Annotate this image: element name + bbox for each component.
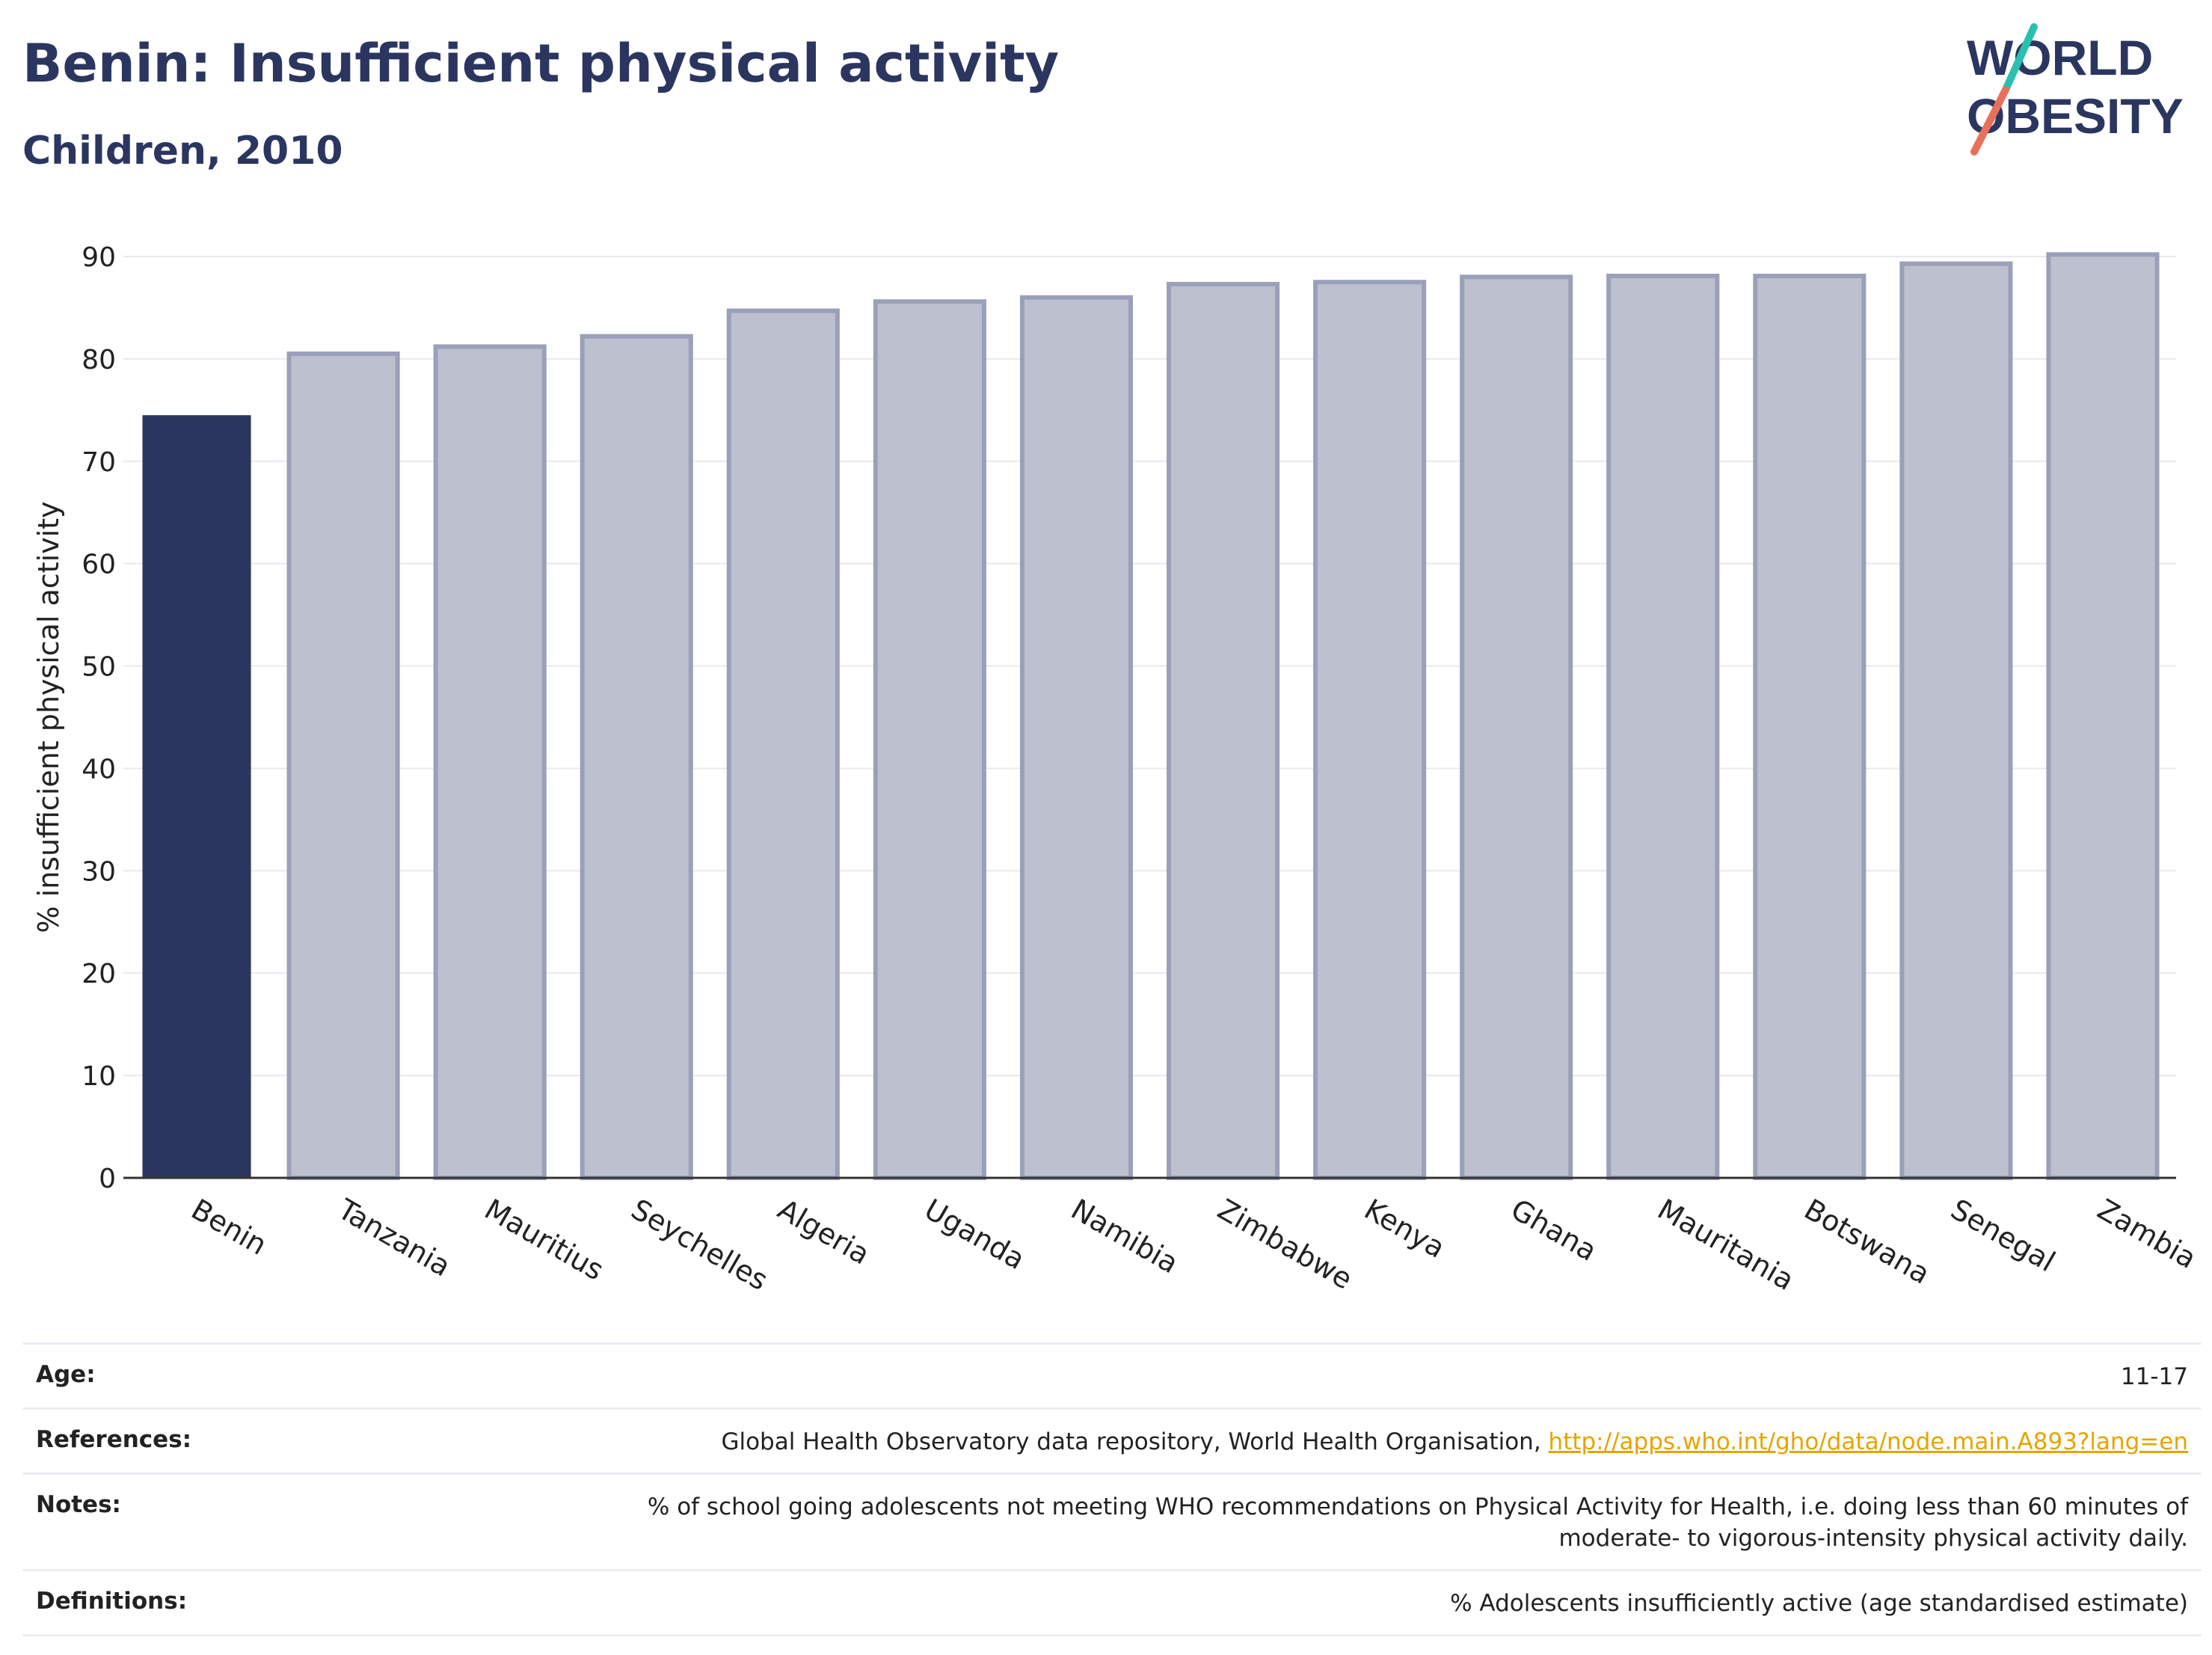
y-tick-label: 30 [82,856,116,887]
age-value: 11-17 [2120,1363,2188,1390]
notes-value: % of school going adolescents not meetin… [648,1491,2188,1554]
x-tick-label: Seychelles [626,1193,773,1297]
x-tick-label: Algeria [772,1193,876,1271]
bar-algeria [726,308,840,1180]
bar-seychelles [580,334,693,1181]
x-tick-label: Zambia [2092,1193,2202,1275]
y-tick-label: 80 [82,345,116,375]
info-row-definitions: Definitions: % Adolescents insufficientl… [22,1569,2202,1636]
references-link[interactable]: http://apps.who.int/gho/data/node.main.A… [1548,1428,2188,1455]
bar-ghana [1460,274,1573,1180]
x-tick-label: Namibia [1066,1193,1184,1280]
x-tick-label: Senegal [1945,1193,2060,1279]
definitions-label: Definitions: [36,1588,188,1615]
bar-benin [142,415,251,1178]
bar-mauritania [1606,274,1720,1180]
notes-label: Notes: [36,1491,121,1518]
age-label: Age: [36,1361,96,1388]
bars [142,252,2160,1181]
info-row-references: References: Global Health Observatory da… [22,1407,2202,1473]
x-tick-label: Mauritania [1652,1193,1799,1297]
x-tick-label: Ghana [1505,1193,1603,1268]
bar-zambia [2046,252,2160,1180]
y-axis-ticks: 0 10 20 30 40 50 60 70 80 90 [82,242,116,1194]
x-tick-label: Benin [186,1193,273,1262]
y-tick-label: 60 [82,550,116,580]
bar-senegal [1899,261,2013,1180]
gridlines [123,256,2176,1077]
logo-text-world: WORLD [1967,30,2153,85]
bar-zimbabwe [1166,281,1280,1181]
x-tick-label: Mauritius [479,1193,609,1287]
world-obesity-logo: WORLD OBESITY [1967,23,2184,156]
bar-chart: 0 10 20 30 40 50 60 70 80 90 Benin Tanzania Mauriti… [32,242,2202,1297]
y-tick-label: 10 [82,1061,116,1092]
references-text: Global Health Observatory data repositor… [721,1428,1549,1455]
info-row-age: Age: 11-17 [22,1342,2202,1407]
info-table: Age: 11-17 References: Global Health Obs… [22,1342,2202,1636]
notes-line-1: % of school going adolescents not meetin… [647,1493,2188,1520]
x-tick-label: Tanzania [332,1192,456,1283]
references-label: References: [36,1426,192,1453]
bar-namibia [1019,295,1134,1180]
definitions-value: % Adolescents insufficiently active (age… [1450,1590,2188,1617]
logo-slash-red [1970,86,2009,156]
bar-botswana [1753,274,1867,1180]
x-tick-label: Uganda [919,1193,1030,1276]
x-tick-label: Kenya [1359,1193,1451,1265]
references-value: Global Health Observatory data repositor… [721,1426,2188,1458]
notes-line-2: moderate- to vigorous-intensity physical… [1558,1525,2188,1552]
info-row-notes: Notes: % of school going adolescents not… [22,1473,2202,1569]
logo-slash-teal [2002,23,2038,93]
x-tick-label: Botswana [1798,1193,1935,1291]
bar-mauritius [433,344,547,1180]
x-tick-label: Zimbabwe [1212,1193,1358,1296]
chart-title: Benin: Insufficient physical activity [22,33,1060,94]
y-tick-label: 50 [82,652,116,683]
bar-tanzania [286,351,400,1180]
y-tick-label: 70 [82,447,116,478]
bar-uganda [873,299,986,1181]
chart-subtitle: Children, 2010 [22,129,343,174]
y-axis-label: % insufficient physical activity [32,501,65,933]
y-tick-label: 20 [82,959,116,989]
bar-kenya [1313,280,1427,1181]
y-tick-label: 0 [99,1164,116,1194]
y-tick-label: 40 [82,754,116,784]
y-tick-label: 90 [82,242,116,273]
